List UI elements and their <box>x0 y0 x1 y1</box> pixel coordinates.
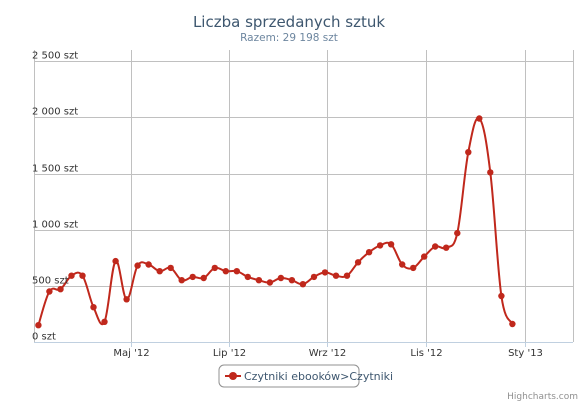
data-point <box>498 292 505 300</box>
data-point <box>432 243 439 250</box>
x-tick-label: Lis '12 <box>410 348 442 359</box>
data-point <box>244 273 251 281</box>
y-tick-label: 2 000 szt <box>32 107 78 118</box>
data-point <box>288 277 296 284</box>
data-point <box>222 268 229 275</box>
chart-subtitle: Razem: 29 198 szt <box>240 32 338 44</box>
x-tick-label: Maj '12 <box>113 348 149 359</box>
data-point <box>332 272 340 279</box>
data-point <box>134 262 141 269</box>
chart-title: Liczba sprzedanych sztuk <box>193 13 385 31</box>
tick-labels: 0 szt 500 szt 1 000 szt 1 500 szt 2 000 szt 2… <box>32 51 543 360</box>
data-point <box>365 249 373 256</box>
data-point <box>79 272 86 279</box>
y-tick-label: 1 500 szt <box>32 164 78 175</box>
legend-box[interactable] <box>218 364 360 388</box>
data-point <box>343 272 351 279</box>
series-group <box>35 115 516 329</box>
data-point <box>465 149 472 156</box>
data-point <box>35 322 42 329</box>
y-tick-label: 0 szt <box>32 332 56 343</box>
data-point <box>233 268 240 275</box>
data-point <box>454 229 461 237</box>
data-point <box>145 261 152 268</box>
data-point <box>421 253 428 260</box>
data-point <box>90 304 97 311</box>
data-point <box>410 264 417 272</box>
data-point <box>277 274 285 282</box>
legend[interactable]: Czytniki ebooków>Czytniki <box>218 364 393 388</box>
data-point <box>68 272 75 279</box>
x-tick-label: Sty '13 <box>508 348 543 359</box>
axes <box>34 50 574 347</box>
y-tick-label: 1 000 szt <box>32 220 78 231</box>
data-point <box>321 269 329 276</box>
data-point <box>255 277 263 284</box>
y-tick-label: 2 500 szt <box>32 51 78 62</box>
data-point <box>476 115 483 122</box>
x-tick-label: Lip '12 <box>213 348 246 359</box>
data-point <box>509 320 516 328</box>
data-point <box>487 169 494 176</box>
data-point <box>156 268 163 275</box>
data-point <box>354 259 362 266</box>
data-point <box>46 288 53 295</box>
data-point <box>266 279 274 286</box>
data-point <box>399 261 406 268</box>
data-point <box>443 244 450 251</box>
data-point <box>167 264 174 272</box>
grid-lines <box>34 50 573 342</box>
x-tick-label: Wrz '12 <box>309 348 346 359</box>
data-point <box>189 273 196 281</box>
series-line <box>37 117 514 326</box>
legend-label[interactable]: Czytniki ebooków>Czytniki <box>244 370 393 383</box>
y-tick-label: 500 szt <box>32 276 69 287</box>
legend-marker-icon <box>229 372 237 380</box>
data-point <box>310 273 318 281</box>
data-point <box>387 241 395 248</box>
data-point <box>112 257 119 265</box>
data-point <box>101 318 108 325</box>
credits-link[interactable]: Highcharts.com <box>507 392 578 402</box>
data-point <box>123 296 130 303</box>
data-point <box>299 281 307 288</box>
data-point <box>211 264 218 272</box>
data-point <box>200 274 207 282</box>
data-point <box>178 277 185 284</box>
data-point <box>376 242 384 249</box>
data-point <box>57 286 64 293</box>
